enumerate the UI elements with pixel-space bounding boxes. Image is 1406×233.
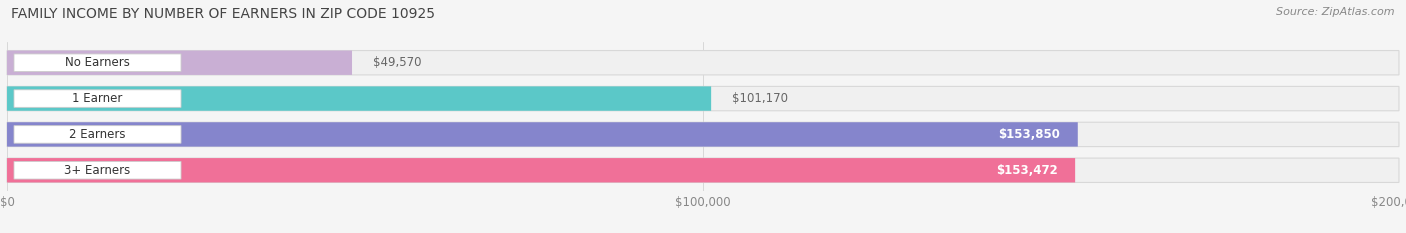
- FancyBboxPatch shape: [7, 51, 351, 75]
- Text: 3+ Earners: 3+ Earners: [65, 164, 131, 177]
- Text: Source: ZipAtlas.com: Source: ZipAtlas.com: [1277, 7, 1395, 17]
- Text: 1 Earner: 1 Earner: [72, 92, 122, 105]
- FancyBboxPatch shape: [7, 122, 1399, 147]
- Text: $101,170: $101,170: [733, 92, 787, 105]
- Text: $49,570: $49,570: [373, 56, 422, 69]
- Text: FAMILY INCOME BY NUMBER OF EARNERS IN ZIP CODE 10925: FAMILY INCOME BY NUMBER OF EARNERS IN ZI…: [11, 7, 436, 21]
- FancyBboxPatch shape: [7, 86, 711, 111]
- FancyBboxPatch shape: [7, 122, 1078, 147]
- Text: $153,472: $153,472: [995, 164, 1057, 177]
- FancyBboxPatch shape: [14, 90, 181, 107]
- Text: No Earners: No Earners: [65, 56, 129, 69]
- FancyBboxPatch shape: [7, 158, 1399, 182]
- FancyBboxPatch shape: [14, 126, 181, 143]
- FancyBboxPatch shape: [14, 161, 181, 179]
- Text: $153,850: $153,850: [998, 128, 1060, 141]
- FancyBboxPatch shape: [7, 86, 1399, 111]
- FancyBboxPatch shape: [7, 158, 1076, 182]
- FancyBboxPatch shape: [7, 51, 1399, 75]
- Text: 2 Earners: 2 Earners: [69, 128, 125, 141]
- FancyBboxPatch shape: [14, 54, 181, 72]
